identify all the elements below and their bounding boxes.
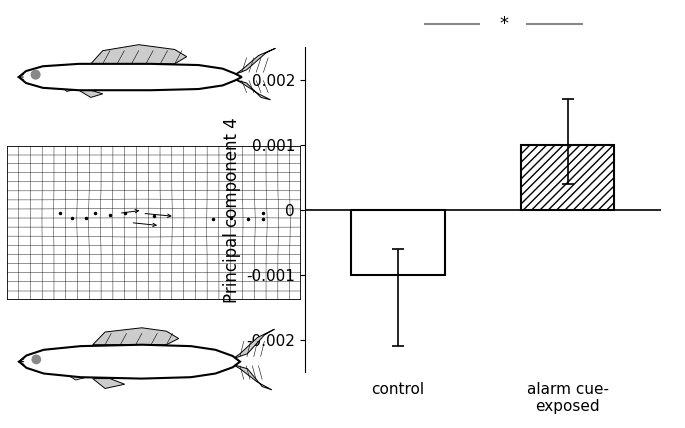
Circle shape [32,70,40,79]
Polygon shape [19,345,240,379]
Polygon shape [92,379,125,389]
Polygon shape [92,328,179,345]
Polygon shape [90,45,186,64]
Polygon shape [234,80,271,100]
Polygon shape [233,365,272,390]
Polygon shape [233,329,275,359]
Polygon shape [18,64,242,90]
Bar [351,210,445,275]
Polygon shape [55,80,84,92]
Bar [521,145,614,210]
Y-axis label: Principal component 4: Principal component 4 [223,117,240,303]
Polygon shape [79,90,103,98]
Circle shape [32,355,40,363]
Text: *: * [499,15,508,33]
Polygon shape [56,367,92,380]
Polygon shape [234,48,275,74]
